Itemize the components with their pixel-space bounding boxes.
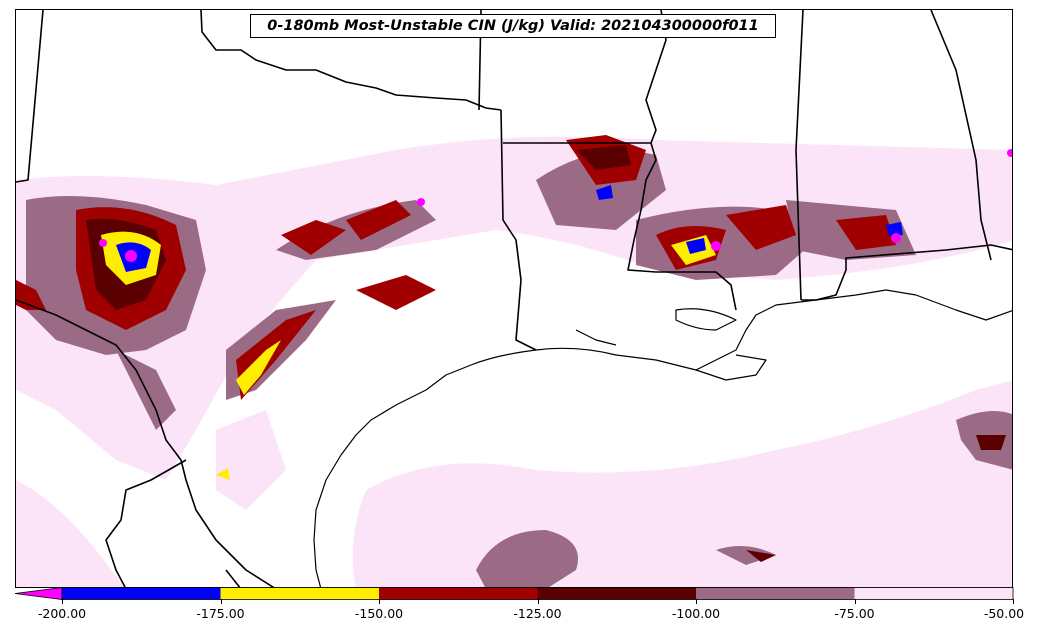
colorbar-tick	[696, 599, 697, 604]
colorbar-tick	[1013, 599, 1014, 604]
colorbar-segment	[379, 587, 538, 600]
map-title: 0-180mb Most-Unstable CIN (J/kg) Valid: …	[250, 14, 776, 38]
colorbar-under-arrow	[15, 587, 63, 600]
colorbar-tick-label: -75.00	[834, 606, 875, 621]
colorbar-tick	[854, 599, 856, 604]
colorbar-tick	[220, 599, 222, 604]
colorbar-tick	[537, 599, 539, 604]
cin-map	[16, 10, 1012, 587]
cin-shading-pink	[16, 136, 1012, 587]
colorbar-tick-label: -50.00	[983, 606, 1025, 621]
colorbar-segment	[854, 587, 1013, 600]
colorbar-tick-label: -100.00	[671, 606, 721, 621]
colorbar-segment	[62, 587, 221, 600]
colorbar-segment	[537, 587, 696, 600]
colorbar	[15, 587, 1014, 600]
colorbar-tick	[62, 599, 63, 604]
map-panel	[15, 9, 1013, 588]
colorbar-segment	[696, 587, 855, 600]
gulf-coastline	[313, 289, 1012, 587]
cin-shading-magenta	[99, 149, 1012, 262]
colorbar-tick	[379, 599, 380, 604]
colorbar-segment	[220, 587, 379, 600]
colorbar-tick-label: -200.00	[37, 606, 87, 621]
colorbar-tick-label: -125.00	[513, 606, 562, 621]
colorbar-tick-label: -150.00	[354, 606, 404, 621]
colorbar-tick-label: -175.00	[196, 606, 245, 621]
